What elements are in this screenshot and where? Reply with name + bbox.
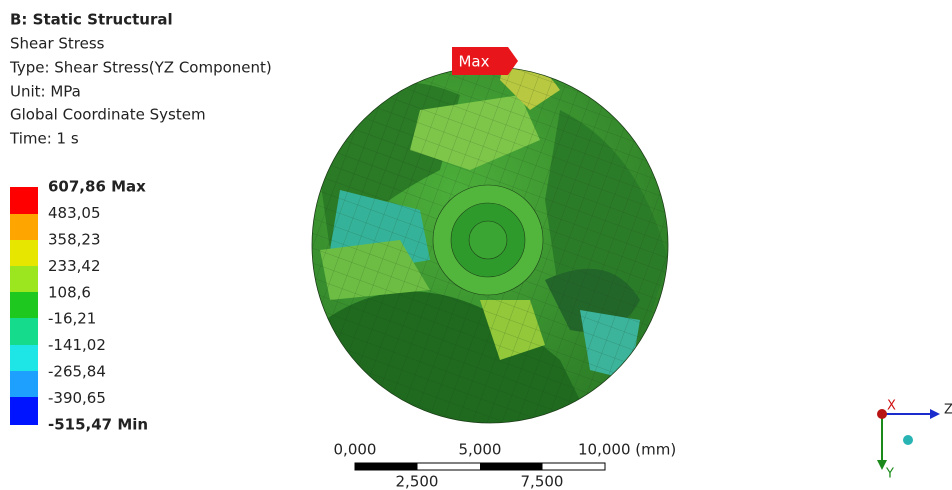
axis-label: Z <box>944 403 952 418</box>
legend-label: -265,84 <box>48 363 106 381</box>
axis-label: Y <box>885 467 894 482</box>
legend-label: 358,23 <box>48 230 101 248</box>
legend-label: 108,6 <box>48 283 91 301</box>
info-line: Unit: MPa <box>10 83 81 101</box>
max-probe: Max <box>452 47 518 75</box>
legend-colors <box>10 187 38 425</box>
title: B: Static Structural <box>10 11 173 29</box>
legend-label: -141,02 <box>48 336 106 354</box>
legend-label: 233,42 <box>48 257 101 275</box>
info-line: Global Coordinate System <box>10 106 206 124</box>
scale-label: 7,500 <box>521 473 564 490</box>
info-line: Type: Shear Stress(YZ Component) <box>9 59 272 77</box>
legend-label: -16,21 <box>48 310 96 328</box>
legend-label: -390,65 <box>48 389 106 407</box>
viewport: B: Static Structural Shear Stress Type: … <box>0 0 952 490</box>
legend-label: -515,47 Min <box>48 416 148 434</box>
scale-bar <box>355 463 605 470</box>
info-line: Shear Stress <box>10 35 105 53</box>
scale-label: 5,000 <box>459 441 502 459</box>
probe-label: Max <box>458 53 489 71</box>
model <box>312 55 668 440</box>
legend-label: 607,86 Max <box>48 178 146 196</box>
info-line: Time: 1 s <box>9 130 79 148</box>
scale-label: 10,000 (mm) <box>578 441 676 459</box>
scale-label: 0,000 <box>334 441 377 459</box>
triad <box>877 409 940 470</box>
legend-label: 483,05 <box>48 204 101 222</box>
scale-label: 2,500 <box>396 473 439 490</box>
axis-label: X <box>887 399 896 414</box>
